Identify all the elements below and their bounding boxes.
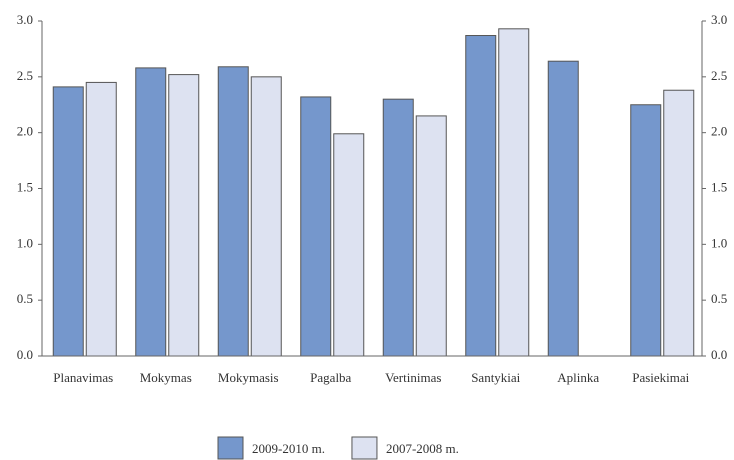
bar — [333, 133, 365, 357]
y-tick-label: 0.0 — [17, 347, 33, 362]
bar — [663, 89, 695, 357]
y-tick-label: 0.5 — [17, 291, 33, 306]
bar — [85, 81, 117, 357]
bar — [382, 98, 414, 357]
y2-tick-label: 3.0 — [711, 12, 727, 27]
x-tick-label: Vertinimas — [385, 370, 441, 385]
bar — [547, 60, 579, 357]
bar — [168, 74, 200, 357]
bar — [217, 66, 249, 357]
y-tick-label: 2.0 — [17, 124, 33, 139]
bar — [630, 104, 662, 357]
x-tick-label: Mokymas — [140, 370, 192, 385]
bar — [300, 96, 332, 357]
y-tick-label: 2.5 — [17, 68, 33, 83]
x-tick-label: Aplinka — [557, 370, 599, 385]
x-tick-label: Santykiai — [471, 370, 520, 385]
y-tick-label: 3.0 — [17, 12, 33, 27]
y2-tick-label: 1.0 — [711, 235, 727, 250]
bar — [135, 67, 167, 357]
legend-label: 2007-2008 m. — [386, 441, 459, 456]
x-tick-label: Mokymasis — [218, 370, 279, 385]
bar — [498, 28, 530, 357]
legend-swatch — [351, 436, 378, 460]
bar — [415, 115, 447, 357]
legend-swatch — [217, 436, 244, 460]
y2-tick-label: 2.0 — [711, 124, 727, 139]
bar — [250, 76, 282, 357]
y2-tick-label: 2.5 — [711, 68, 727, 83]
legend-label: 2009-2010 m. — [252, 441, 325, 456]
y2-tick-label: 0.0 — [711, 347, 727, 362]
y-tick-label: 1.5 — [17, 179, 33, 194]
x-tick-label: Pagalba — [310, 370, 351, 385]
bar — [52, 86, 84, 357]
y-tick-label: 1.0 — [17, 235, 33, 250]
y2-tick-label: 0.5 — [711, 291, 727, 306]
bar — [465, 35, 497, 357]
x-tick-label: Pasiekimai — [632, 370, 689, 385]
x-tick-label: Planavimas — [53, 370, 113, 385]
y2-tick-label: 1.5 — [711, 179, 727, 194]
